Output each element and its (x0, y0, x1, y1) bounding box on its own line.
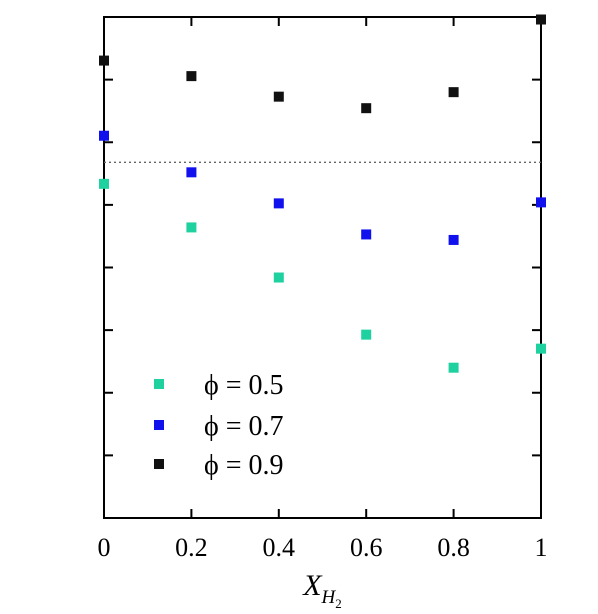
x-tick-label: 0 (98, 533, 111, 562)
data-point-series-1 (186, 167, 197, 178)
data-point-series-1 (99, 130, 109, 141)
data-point-series-0 (273, 272, 284, 283)
x-tick-label: 1 (535, 533, 548, 562)
data-point-series-2 (536, 14, 546, 25)
x-tick-label: 0.8 (437, 533, 470, 562)
data-point-series-0 (361, 329, 372, 340)
data-point-series-2 (99, 55, 109, 66)
data-point-series-0 (186, 222, 197, 233)
data-point-series-0 (99, 178, 109, 189)
data-point-series-1 (361, 229, 372, 240)
legend-marker (154, 459, 164, 469)
x-tick-label: 0.4 (263, 533, 296, 562)
data-point-series-1 (448, 234, 459, 245)
legend: ϕ = 0.5 ϕ = 0.7 ϕ = 0.9 (154, 370, 284, 481)
legend-marker (154, 420, 164, 430)
data-point-series-1 (536, 197, 546, 208)
data-point-series-2 (448, 87, 459, 98)
legend-marker (154, 379, 164, 389)
data-points (99, 14, 546, 373)
x-tick-label: 0.6 (350, 533, 383, 562)
legend-label: ϕ = 0.7 (204, 411, 284, 442)
data-point-series-2 (361, 103, 372, 114)
axis-ticks: 0 0.2 0.4 0.6 0.8 1 (98, 16, 548, 562)
data-point-series-0 (536, 343, 546, 354)
plot-area (103, 16, 542, 519)
data-point-series-1 (273, 198, 284, 209)
x-tick-label: 0.2 (175, 533, 208, 562)
data-point-series-2 (273, 91, 284, 102)
legend-label: ϕ = 0.5 (204, 370, 284, 401)
data-point-series-2 (186, 71, 197, 82)
x-axis-label: XH2 (302, 569, 342, 611)
data-point-series-0 (448, 362, 459, 373)
legend-label: ϕ = 0.9 (204, 450, 284, 481)
